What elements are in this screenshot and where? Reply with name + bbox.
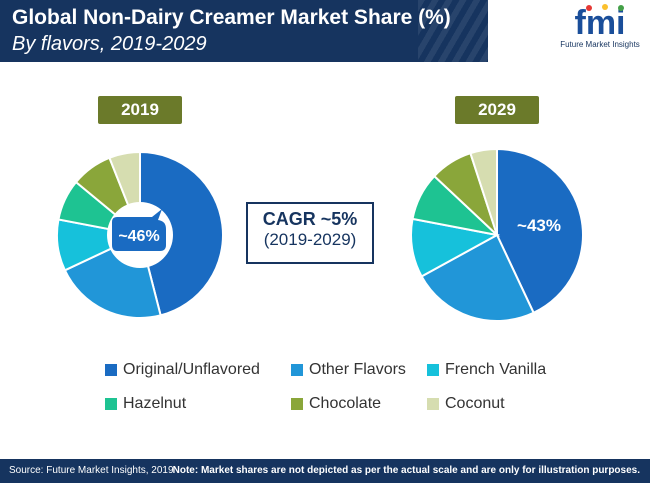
pie-slice-2029-original-unflavored [496,147,584,315]
legend-label: Hazelnut [123,395,187,412]
legend-swatch [105,398,117,410]
header-banner: Global Non-Dairy Creamer Market Share (%… [0,0,488,62]
pie-slice-2029-coconut [469,147,498,236]
legend-swatch [291,398,303,410]
pie-slice-2019-hazelnut [57,180,141,236]
pie-slice-2029-french-vanilla [410,217,500,278]
legend-item-hazelnut: Hazelnut [105,394,186,414]
year-badge-2029: 2029 [455,96,539,124]
cagr-period: (2019-2029) [263,230,357,249]
value-callout-bubble [112,209,166,251]
pie-slice-2019-coconut [108,150,141,236]
chart-title: Global Non-Dairy Creamer Market Share (%… [12,6,451,29]
pie-slice-2029-chocolate [432,151,498,236]
header-stripes [418,0,488,62]
pie-slice-2029-hazelnut [411,174,501,237]
year-badge-2019: 2019 [98,96,182,124]
legend-label: Chocolate [309,395,382,412]
legend-swatch [291,364,303,376]
footer-bar: Source: Future Market Insights, 2019 Not… [0,459,650,483]
legend-swatch [427,364,439,376]
chart-legend: Original/Unflavored Other Flavors French… [105,360,625,420]
pie-slice-2029-other-flavors [420,233,535,322]
legend-item-chocolate: Chocolate [291,394,381,414]
donut-hole [107,202,173,268]
legend-label: Original/Unflavored [123,361,260,378]
legend-label: Coconut [445,395,505,412]
pie-slice-2019-original-unflavored [139,150,224,317]
pie-slice-2019-chocolate [74,156,141,236]
legend-label: French Vanilla [445,361,547,378]
chart-subtitle: By flavors, 2019-2029 [12,33,207,55]
pie-slice-2019-french-vanilla [56,218,144,272]
logo-tagline: Future Market Insights [560,40,640,49]
data-label-2029: ~43% [517,216,561,235]
legend-item-coconut: Coconut [427,394,505,414]
legend-item-french-vanilla: French Vanilla [427,360,546,380]
legend-swatch [105,364,117,376]
pie-slice-2019-other-flavors [63,233,162,319]
legend-label: Other Flavors [309,361,406,378]
source-note: Source: Future Market Insights, 2019 [9,465,174,476]
legend-item-original: Original/Unflavored [105,360,260,380]
data-label-2019: ~46% [118,228,159,245]
legend-swatch [427,398,439,410]
disclaimer-note: Note: Market shares are not depicted as … [172,465,640,476]
cagr-label: CAGR ~5% [262,209,358,229]
logo-graphic: fmi [575,4,626,42]
cagr-box: CAGR ~5% (2019-2029) [246,202,374,264]
legend-item-other-flavors: Other Flavors [291,360,406,380]
fmi-logo: fmi Future Market Insights [555,4,645,54]
logo-wordmark: fmi [575,4,626,40]
